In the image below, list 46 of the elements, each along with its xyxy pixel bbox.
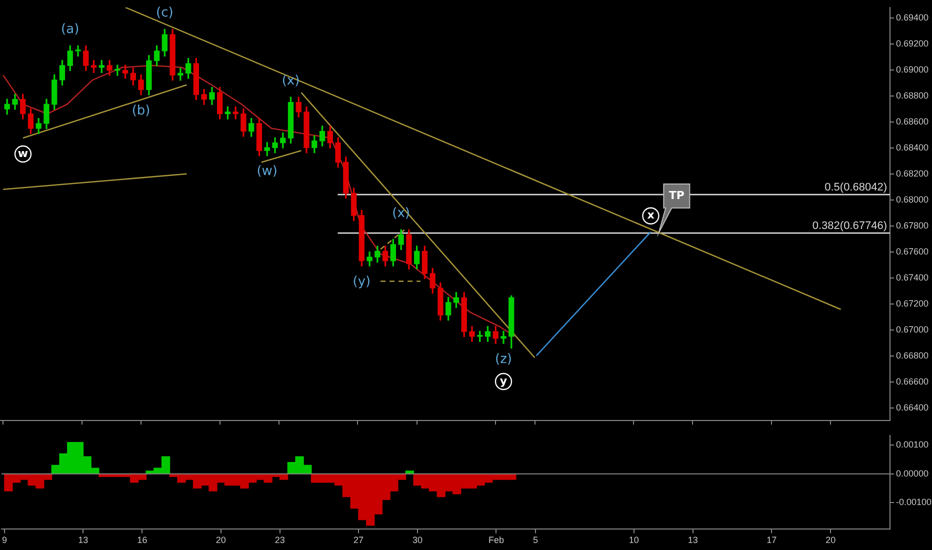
annotation: (b) (132, 103, 150, 118)
annotation: (y) (352, 274, 371, 290)
y-tick-label: 0.68800 (896, 90, 929, 101)
annotation: (x) (282, 73, 300, 88)
x-tick-label: 30 (412, 535, 423, 546)
annotation: (w) (256, 164, 278, 180)
y-tick-label: 0.66800 (896, 350, 929, 360)
annotation: x (647, 208, 654, 222)
y-tick-label: 0.67800 (896, 220, 929, 231)
x-tick-label: 13 (688, 535, 698, 546)
y-tick-label: 0.69400 (896, 12, 929, 23)
x-tick-label: 20 (826, 535, 836, 546)
x-tick-label: 17 (766, 535, 777, 546)
annotation: (z) (495, 352, 512, 367)
annotation: y (500, 374, 508, 388)
annotation: (c) (156, 6, 174, 21)
series-label: 0.5(0.68042) (824, 182, 887, 194)
x-tick-label: 13 (78, 535, 88, 546)
y-tick-label: 0.67000 (896, 324, 929, 334)
y-tick-label: 0.00000 (896, 468, 929, 478)
annotation: (a) (61, 22, 80, 38)
y-tick-label: 0.67600 (896, 246, 929, 257)
y-tick-label: 0.68600 (896, 116, 929, 127)
x-tick-label: 20 (216, 535, 226, 546)
y-tick-label: -0.00100 (896, 497, 932, 508)
x-tick-label: 23 (274, 535, 285, 546)
y-tick-label: 0.66600 (896, 376, 929, 386)
x-tick-label: Feb (488, 535, 504, 546)
series-label: 0.382(0.67746) (812, 220, 887, 232)
x-tick-label: 16 (137, 535, 148, 546)
y-tick-label: 0.68200 (896, 168, 929, 179)
x-tick-label: 5 (533, 535, 538, 546)
y-tick-label: 0.68000 (896, 194, 929, 205)
y-tick-label: 0.66400 (896, 402, 929, 412)
y-tick-label: 0.67400 (896, 272, 929, 282)
annotation: (x) (392, 206, 410, 221)
x-tick-label: 9 (2, 535, 8, 546)
annotation: w (18, 146, 28, 160)
x-tick-label: 10 (628, 535, 639, 546)
y-tick-label: 0.69000 (896, 64, 929, 75)
y-tick-label: 0.69200 (896, 38, 929, 49)
y-tick-label: 0.00100 (896, 440, 929, 450)
y-tick-label: 0.67200 (896, 298, 929, 308)
x-tick-label: 27 (354, 535, 364, 546)
annotation: TP (668, 188, 684, 202)
y-tick-label: 0.68400 (896, 142, 929, 153)
